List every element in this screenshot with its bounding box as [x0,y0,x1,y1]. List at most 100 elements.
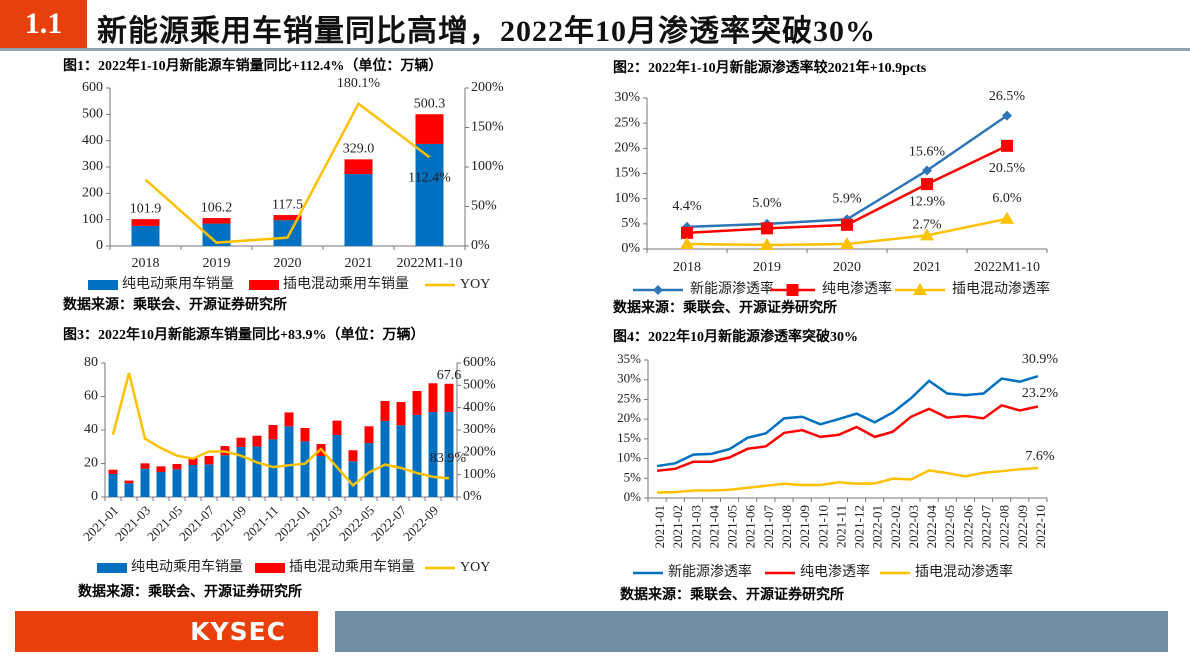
y-tick-label-right: 200% [463,445,496,460]
bar-phev [273,215,302,221]
x-tick-label: 2022-09 [400,503,441,544]
bar-phev [236,437,246,447]
y-tick-label: 300 [82,159,103,174]
y-tick-label: 30% [614,90,640,105]
bar-bev [273,220,302,246]
x-tick-label: 2021-02 [670,505,685,548]
source-note: 数据来源：乘联会、开源证券研究所 [613,299,837,316]
bar-phev [444,383,454,413]
data-label: 26.5% [989,89,1026,104]
triangle-marker [913,283,927,295]
y-tick-label: 60 [84,389,98,404]
bar-phev [412,390,422,415]
yoy-label: 112.4% [408,170,451,185]
y-tick-label-right: 400% [463,400,496,415]
y-tick-label-right: 0% [463,489,482,504]
x-tick-label: 2022-04 [924,505,939,549]
legend-swatch [97,563,127,573]
bar-phev [202,218,231,224]
x-tick-label: 2021 [345,256,373,271]
legend-swatch [255,563,285,573]
bar-phev [428,383,438,413]
chart-title: 图4：2022年10月新能源渗透率突破30% [613,328,858,345]
total-label: 101.9 [130,201,162,216]
bar-phev [348,450,358,462]
bar-phev [204,455,214,465]
diamond-marker [922,165,932,176]
yoy-line [111,372,450,488]
last-yoy-label: 83.9% [430,451,467,466]
x-tick-label: 2020 [274,256,302,271]
triangle-marker [760,237,774,250]
bar-bev [364,443,374,497]
square-marker [786,284,799,296]
square-marker [761,222,773,235]
chart-title: 图3：2022年10月新能源车销量同比+83.9%（单位：万辆） [63,326,424,343]
bar-phev [344,159,373,175]
x-tick-label: 2021-11 [833,505,848,548]
x-tick-label: 2021-08 [779,505,794,548]
last-total-label: 67.6 [437,368,462,383]
data-label: 5.0% [752,196,782,211]
y-tick-label: 40 [84,422,98,437]
bar-phev [108,469,118,475]
legend-label: 插电混动乘用车销量 [289,558,415,575]
source-note: 数据来源：乘联会、开源证券研究所 [620,586,844,603]
x-tick-label: 2021-10 [815,505,830,548]
triangle-marker [840,236,854,249]
x-tick-label: 2022-03 [906,505,921,548]
bar-bev [108,474,118,497]
header-divider [0,48,1190,51]
bar-phev [124,480,134,484]
y-tick-label: 35% [617,351,641,366]
y-tick-label: 80 [84,355,98,370]
legend-label: 纯电渗透率 [822,280,892,297]
bar-phev [284,412,294,427]
triangle-marker [1000,211,1014,224]
x-tick-label: 2022-01 [870,505,885,548]
last-value-label: 23.2% [1022,386,1059,401]
legend-swatch [88,280,118,290]
x-tick-label: 2022-08 [997,505,1012,548]
y-tick-label: 10% [617,450,641,465]
y-tick-label-right: 50% [471,199,497,214]
chart-title: 图1：2022年1-10月新能源车销量同比+112.4%（单位：万辆） [63,57,442,74]
data-label: 12.9% [909,194,946,209]
bar-bev [140,468,150,497]
page-title: 新能源乘用车销量同比高增，2022年10月渗透率突破30% [97,15,876,48]
legend-label: 纯电动乘用车销量 [131,558,243,575]
y-tick-label-right: 150% [471,120,504,135]
bar-bev [344,174,373,246]
x-tick-label: 2021-07 [761,505,776,549]
x-tick-label: 2021-04 [706,505,721,549]
x-tick-label: 2021-01 [652,505,667,548]
bar-bev [396,425,406,497]
y-tick-label: 15% [617,430,641,445]
y-tick-label: 20% [614,141,640,156]
source-note: 数据来源：乘联会、开源证券研究所 [63,296,287,313]
legend-label: YOY [460,277,490,292]
y-tick-label: 200 [82,186,103,201]
source-note: 数据来源：乘联会、开源证券研究所 [78,583,302,600]
bar-phev [380,401,390,421]
bar-phev [131,219,160,226]
legend-label: YOY [460,560,490,575]
y-tick-label: 20% [617,410,641,425]
chart-4: 图4：2022年10月新能源渗透率突破30% 0% 5% 10% 15% 20% 25% 30… [613,328,1058,603]
bar-bev [131,225,160,246]
series-line [686,114,1008,229]
x-tick-label: 2022-09 [1015,505,1030,548]
y-tick-label-right: 0% [471,238,490,253]
bar-bev [428,412,438,497]
chart-1: 图1：2022年1-10月新能源车销量同比+112.4%（单位：万辆） 0 100 2… [63,57,504,313]
bar-bev [380,420,390,497]
y-tick-label-right: 500% [463,378,496,393]
last-value-label: 7.6% [1025,449,1055,464]
x-tick-label: 2022-05 [942,505,957,548]
bar-bev [252,446,262,497]
y-tick-label-right: 300% [463,422,496,437]
total-label: 329.0 [343,142,375,157]
x-tick-label: 2021-12 [852,505,867,548]
bar-bev [204,464,214,497]
last-value-label: 30.9% [1022,352,1059,367]
